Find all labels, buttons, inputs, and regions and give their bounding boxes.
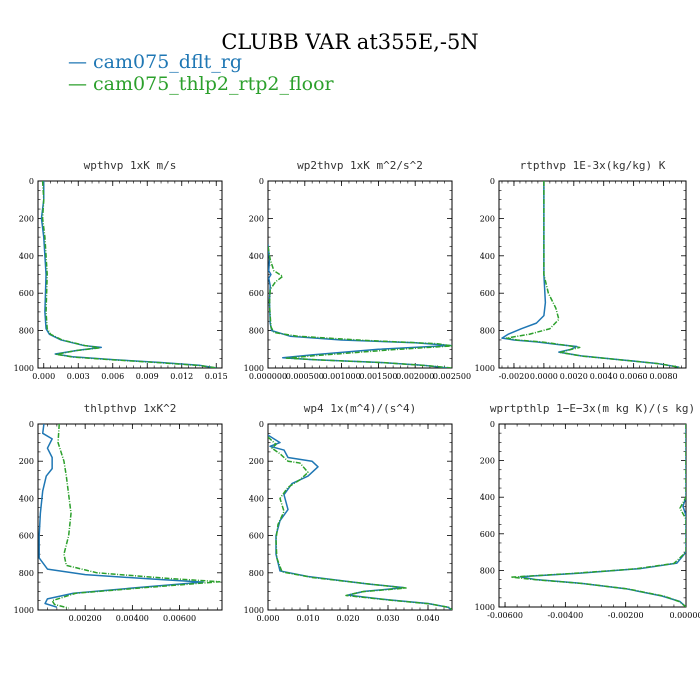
- y-tick-label: 400: [480, 252, 495, 261]
- y-tick-label: 1000: [14, 606, 34, 615]
- y-tick-label: 400: [480, 493, 495, 502]
- x-tick-label: 0.003: [67, 372, 90, 381]
- y-tick-label: 200: [249, 214, 264, 223]
- y-tick-label: 800: [249, 569, 264, 578]
- y-tick-label: 200: [249, 457, 264, 466]
- series-line-dflt-rg: [268, 244, 452, 368]
- x-tick-label: 0.00600: [163, 614, 196, 623]
- y-tick-label: 0: [490, 420, 495, 429]
- series-line-thlp2-rtp2-floor: [41, 181, 218, 368]
- x-tick-label: 0.000: [257, 614, 280, 623]
- x-tick-label: 0.00200: [69, 614, 102, 623]
- figure-title: CLUBB VAR at355E,-5N: [221, 30, 478, 54]
- panel-title: thlpthvp 1xK^2: [84, 402, 177, 415]
- panel-title: wpthvp 1xK m/s: [84, 159, 177, 172]
- x-tick-label: 0.001000: [323, 372, 361, 381]
- x-tick-label: 0.010: [297, 614, 320, 623]
- x-tick-label: 0.0020: [560, 372, 588, 381]
- y-tick-label: 1000: [244, 364, 264, 373]
- panel-4: thlpthvp 1xK^2 0 200 400 600 800 1000 0.00200 0.…: [14, 402, 223, 623]
- x-tick-label: -0.00400: [547, 611, 583, 620]
- series-line-dflt-rg: [40, 181, 217, 368]
- y-tick-label: 600: [249, 289, 264, 298]
- y-tick-label: 1000: [475, 364, 495, 373]
- y-tick-label: 0: [259, 420, 264, 429]
- x-tick-label: 0.006: [101, 372, 124, 381]
- y-tick-label: 600: [480, 289, 495, 298]
- x-tick-label: 0.002500: [433, 372, 471, 381]
- plot-frame: [267, 423, 453, 611]
- y-tick-label: 800: [19, 569, 34, 578]
- panel-title: wprtpthlp 1−E−3x(m kg K)/(s kg): [490, 402, 695, 415]
- legend-entry-thlp2-rtp2-floor: — cam075_thlp2_rtp2_floor: [68, 73, 335, 95]
- y-tick-label: 600: [480, 530, 495, 539]
- plot-frame: [37, 180, 223, 369]
- panel-2: wp2thvp 1xK m^2/s^2020040060080010000.00…: [244, 159, 471, 381]
- x-tick-label: 0.00400: [116, 614, 149, 623]
- y-tick-label: 800: [19, 327, 34, 336]
- y-tick-label: 1000: [475, 603, 495, 612]
- x-tick-label: 0.001500: [359, 372, 397, 381]
- y-tick-label: 600: [19, 289, 34, 298]
- series-line-thlp2-rtp2-floor: [505, 181, 681, 368]
- y-tick-label: 800: [249, 327, 264, 336]
- x-tick-label: -0.0020: [499, 372, 530, 381]
- panel-6: wprtpthlp 1−E−3x(m kg K)/(s kg) 0 200 400 60…: [475, 402, 700, 620]
- y-tick-label: 1000: [14, 364, 34, 373]
- series-line-dflt-rg: [268, 434, 452, 610]
- x-tick-label: 0.000500: [286, 372, 324, 381]
- x-tick-label: 0.000000: [249, 372, 287, 381]
- y-tick-label: 400: [249, 252, 264, 261]
- y-tick-label: 600: [19, 532, 34, 541]
- series-line-thlp2-rtp2-floor: [268, 436, 452, 610]
- x-tick-label: 0.0060: [620, 372, 648, 381]
- series-line-dflt-rg: [519, 424, 686, 607]
- panel-3: rtpthvp 1E-3x(kg/kg) K 0 200 400 600 800 1000-…: [475, 159, 687, 381]
- panel-title: rtpthvp 1E-3x(kg/kg) K: [520, 159, 666, 172]
- series-line-dflt-rg: [501, 181, 679, 368]
- panel-title: wp4 1x(m^4)/(s^4): [304, 402, 417, 415]
- series-line-thlp2-rtp2-floor: [268, 246, 452, 368]
- x-tick-label: 0.0000: [530, 372, 558, 381]
- x-tick-label: 0.012: [170, 372, 193, 381]
- x-tick-label: -0.00600: [487, 611, 523, 620]
- y-tick-label: 200: [480, 214, 495, 223]
- x-tick-label: 0.030: [377, 614, 400, 623]
- y-tick-label: 200: [19, 214, 34, 223]
- x-tick-label: 0.0080: [650, 372, 678, 381]
- series-line-thlp2-rtp2-floor: [51, 424, 221, 609]
- x-tick-label: 0.020: [337, 614, 360, 623]
- x-tick-label: 0.002000: [396, 372, 434, 381]
- y-tick-label: 200: [480, 457, 495, 466]
- y-tick-label: 400: [249, 494, 264, 503]
- series-line-dflt-rg: [38, 424, 204, 608]
- x-tick-label: -0.00200: [608, 611, 644, 620]
- x-tick-label: 0.040: [417, 614, 440, 623]
- y-tick-label: 800: [480, 327, 495, 336]
- x-tick-label: 0.015: [205, 372, 228, 381]
- x-tick-label: 0.0040: [590, 372, 618, 381]
- y-tick-label: 0: [29, 420, 34, 429]
- x-tick-label: 0.000: [32, 372, 55, 381]
- plot-frame: [498, 180, 687, 369]
- y-tick-label: 600: [249, 532, 264, 541]
- panel-title: wp2thvp 1xK m^2/s^2: [297, 159, 423, 172]
- y-tick-label: 0: [259, 177, 264, 186]
- series-line-thlp2-rtp2-floor: [510, 424, 686, 607]
- y-tick-label: 400: [19, 494, 34, 503]
- y-tick-label: 800: [480, 566, 495, 575]
- y-tick-label: 0: [29, 177, 34, 186]
- y-tick-label: 1000: [244, 606, 264, 615]
- plot-frame: [498, 423, 687, 608]
- x-tick-label: 0.009: [136, 372, 159, 381]
- y-tick-label: 0: [490, 177, 495, 186]
- legend-entry-dflt-rg: — cam075_dflt_rg: [68, 51, 242, 73]
- x-tick-label: 0.00000: [669, 611, 700, 620]
- y-tick-label: 200: [19, 457, 34, 466]
- y-tick-label: 400: [19, 252, 34, 261]
